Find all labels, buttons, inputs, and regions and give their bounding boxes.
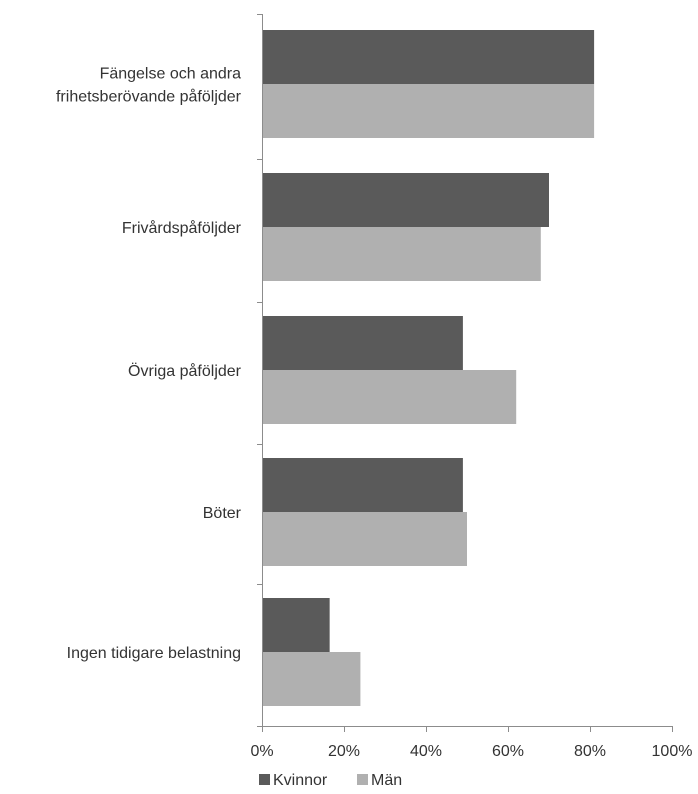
legend-label-kvinnor: Kvinnor — [273, 772, 328, 789]
legend-swatch-kvinnor — [259, 774, 270, 785]
bar-kvinnor-4 — [262, 598, 330, 652]
bar-kvinnor-3 — [262, 458, 463, 512]
tick-labels: 0% 20% 40% 60% 80% 100% — [250, 743, 692, 760]
bars-group — [262, 30, 595, 706]
x-tick-label: 20% — [328, 743, 360, 760]
axes-group — [257, 14, 673, 732]
bar-kvinnor-1 — [262, 173, 549, 227]
x-tick-label: 100% — [652, 743, 693, 760]
bar-kvinnor-0 — [262, 30, 595, 84]
category-label: Böter — [203, 505, 242, 522]
category-label: Frivårdspåföljder — [122, 219, 242, 237]
x-tick-label: 40% — [410, 743, 442, 760]
category-label: Övriga påföljder — [128, 362, 242, 380]
x-tick-label: 0% — [250, 743, 273, 760]
bar-m-n-2 — [262, 370, 517, 424]
bar-m-n-4 — [262, 652, 361, 706]
bar-m-n-3 — [262, 512, 467, 566]
bar-kvinnor-2 — [262, 316, 463, 370]
x-tick-label: 60% — [492, 743, 524, 760]
category-label: Fängelse och andra frihetsberövande påföl… — [56, 66, 242, 106]
x-tick-label: 80% — [574, 743, 606, 760]
category-labels: Fängelse och andra frihetsberövande påföl… — [56, 66, 242, 663]
legend: Kvinnor Män — [259, 772, 402, 789]
legend-swatch-m-n — [357, 774, 368, 785]
bar-m-n-1 — [262, 227, 541, 281]
bar-m-n-0 — [262, 84, 595, 138]
legend-label-m-n: Män — [371, 772, 402, 789]
category-label: Ingen tidigare belastning — [67, 645, 241, 662]
